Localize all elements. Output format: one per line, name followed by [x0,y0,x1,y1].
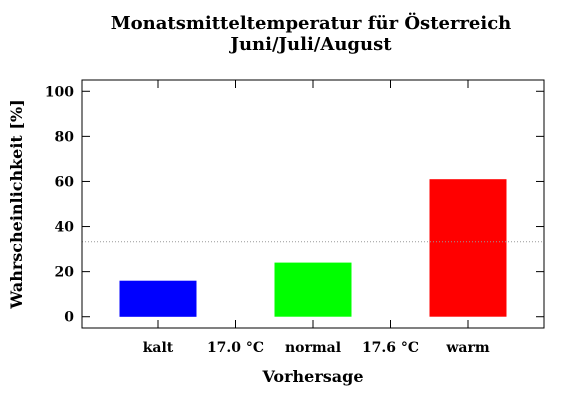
y-tick-label: 60 [55,174,75,190]
x-tick-label-normal: normal [285,340,341,356]
bar-kalt [119,280,197,317]
y-axis-title: Wahrscheinlichkeit [%] [7,99,26,309]
x-threshold-label: 17.6 °C [362,340,419,356]
chart-title: Monatsmitteltemperatur für Österreich [111,11,512,34]
bars [119,179,507,317]
x-axis: kalt 17.0 °C normal 17.6 °C warm [143,80,490,356]
y-tick-label: 80 [55,129,75,145]
bar-normal [274,262,352,317]
x-tick-label-kalt: kalt [143,340,174,356]
x-axis-title: Vorhersage [261,367,363,386]
y-tick-label: 20 [55,265,75,281]
chart-subtitle: Juni/Juli/August [228,34,392,55]
bar-warm [429,179,507,317]
y-tick-label: 0 [64,310,74,326]
y-axis: 0 20 40 60 80 100 [45,84,544,326]
y-tick-label: 100 [45,84,74,100]
x-threshold-label: 17.0 °C [207,340,264,356]
x-tick-label-warm: warm [445,340,489,356]
y-tick-label: 40 [55,220,75,236]
